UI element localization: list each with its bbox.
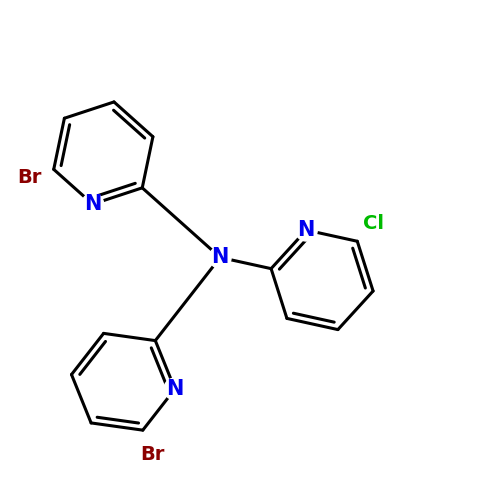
Text: N: N <box>298 220 315 240</box>
Text: N: N <box>166 379 184 399</box>
Text: Br: Br <box>17 168 42 187</box>
Circle shape <box>164 378 186 400</box>
Circle shape <box>138 440 166 468</box>
Text: N: N <box>84 194 102 214</box>
Text: Br: Br <box>140 444 164 464</box>
Circle shape <box>361 211 386 236</box>
Circle shape <box>209 246 231 268</box>
Circle shape <box>82 193 104 215</box>
Circle shape <box>15 164 43 192</box>
Circle shape <box>296 219 317 241</box>
Text: N: N <box>212 248 229 268</box>
Text: Cl: Cl <box>363 214 384 233</box>
